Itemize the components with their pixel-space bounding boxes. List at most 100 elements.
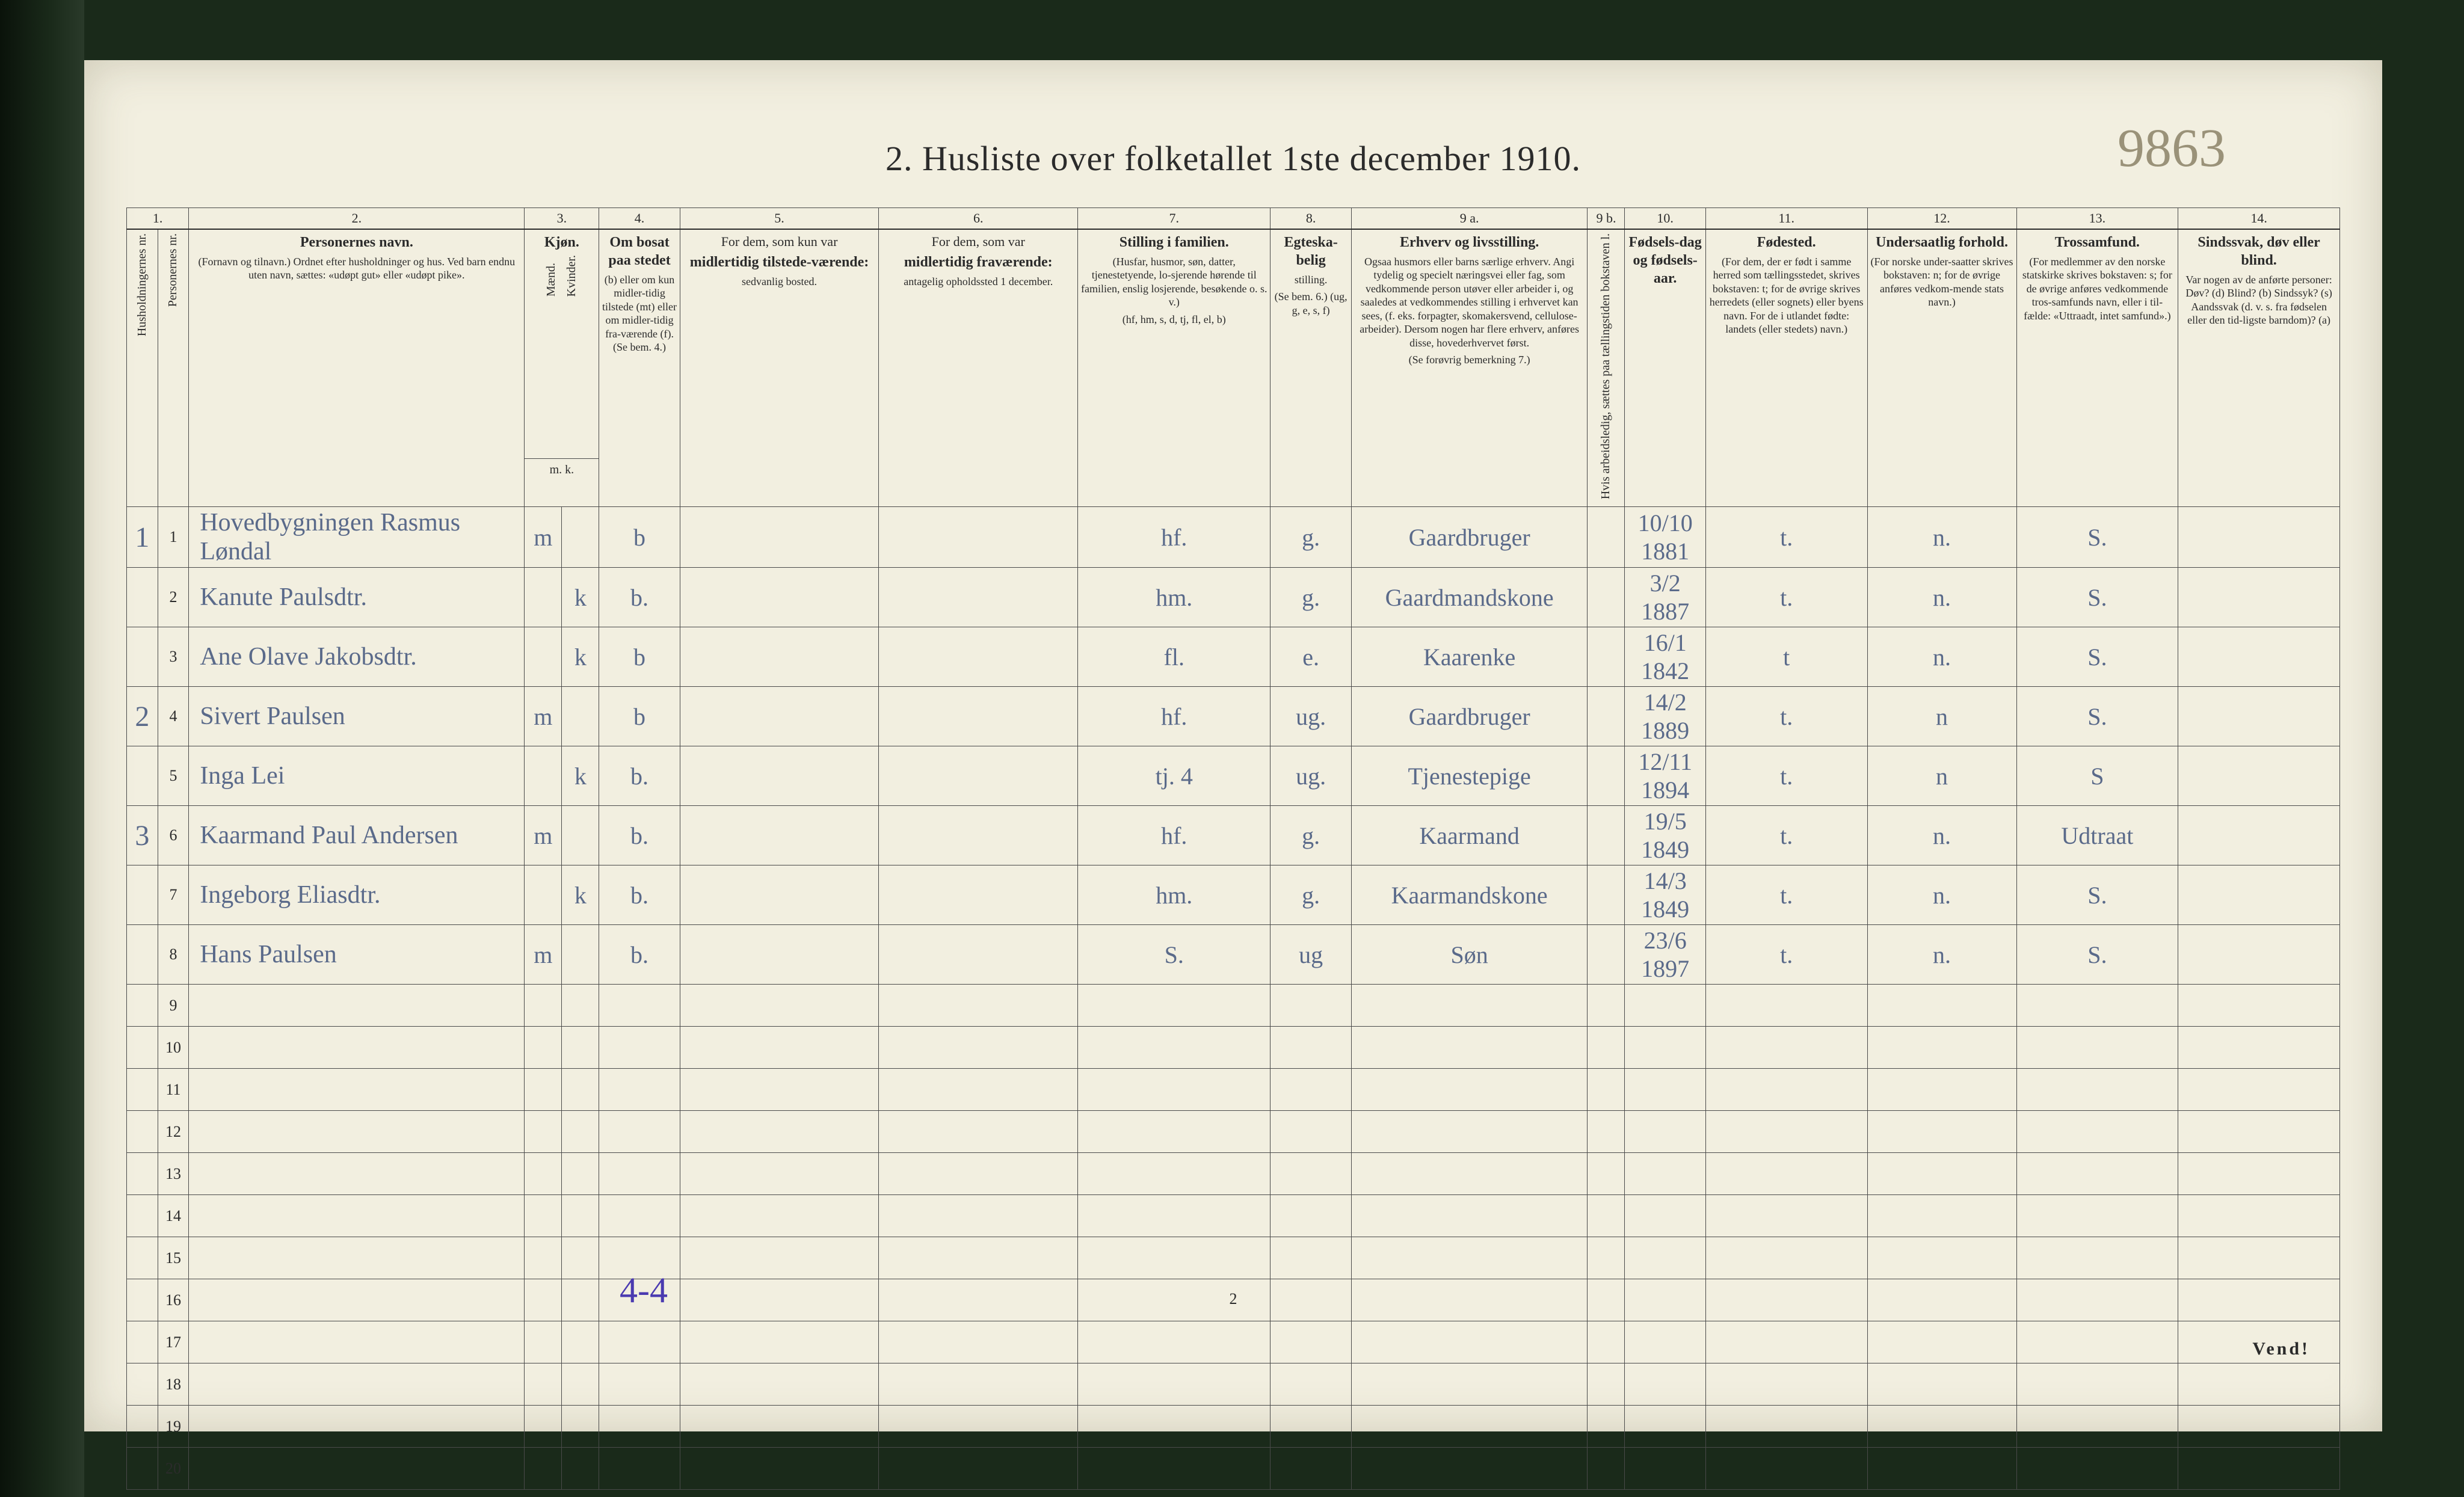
cell-dob: 14/3 1849 — [1625, 865, 1705, 925]
cell-egt: ug. — [1270, 746, 1351, 806]
hdr-col10-title: Fødsels-dag og fødsels-aar. — [1628, 235, 1701, 286]
cell-fodested: t. — [1705, 507, 1867, 568]
hdr-col9b: Hvis arbeidsledig, sættes paa tællingsti… — [1588, 229, 1625, 507]
cell-under — [1867, 985, 2016, 1027]
cell-erhverv — [1351, 1448, 1588, 1490]
cell-erhverv — [1351, 1153, 1588, 1195]
cell-name: Inga Lei — [189, 746, 525, 806]
cell-bosat — [599, 985, 680, 1027]
cell-k — [562, 687, 599, 746]
cell-c14 — [2178, 865, 2340, 925]
cell-pn: 6 — [158, 806, 189, 865]
cell-c6 — [879, 925, 1078, 985]
cell-under: n. — [1867, 806, 2016, 865]
cell-c14 — [2178, 985, 2340, 1027]
cell-tros — [2016, 985, 2178, 1027]
cell-name — [189, 1406, 525, 1448]
cell-erhverv — [1351, 1363, 1588, 1406]
cell-erhverv — [1351, 1069, 1588, 1111]
cell-under: n. — [1867, 925, 2016, 985]
cell-stilling: S. — [1078, 925, 1270, 985]
cell-tros — [2016, 1111, 2178, 1153]
cell-stilling — [1078, 1237, 1270, 1279]
cell-egt: g. — [1270, 568, 1351, 627]
cell-bosat — [599, 1069, 680, 1111]
cell-c5 — [680, 568, 879, 627]
footer-page-number: 2 — [1230, 1290, 1237, 1308]
cell-name — [189, 1363, 525, 1406]
cell-dob: 14/2 1889 — [1625, 687, 1705, 746]
cell-c6 — [879, 1406, 1078, 1448]
cell-stilling — [1078, 985, 1270, 1027]
cell-stilling — [1078, 1195, 1270, 1237]
cell-m — [525, 1027, 562, 1069]
hdr-col6-title: For dem, som var — [932, 234, 1025, 249]
cell-c5 — [680, 507, 879, 568]
cell-stilling — [1078, 1111, 1270, 1153]
cell-name — [189, 1448, 525, 1490]
cell-m — [525, 1448, 562, 1490]
cell-m: m — [525, 925, 562, 985]
cell-c5 — [680, 1448, 879, 1490]
cell-c5 — [680, 1406, 879, 1448]
cell-c9b — [1588, 1153, 1625, 1195]
hdr-bosat-title: Om bosat paa stedet — [608, 235, 670, 268]
table-row: 11Hovedbygningen Rasmus Løndalmbhf.g.Gaa… — [127, 507, 2340, 568]
cell-hh — [127, 985, 158, 1027]
cell-dob — [1625, 1069, 1705, 1111]
cell-m — [525, 627, 562, 687]
cell-k: k — [562, 627, 599, 687]
cell-erhverv: Kaarenke — [1351, 627, 1588, 687]
cell-dob: 3/2 1887 — [1625, 568, 1705, 627]
cell-fodested: t. — [1705, 568, 1867, 627]
cell-under — [1867, 1069, 2016, 1111]
cell-stilling — [1078, 1321, 1270, 1363]
cell-c14 — [2178, 806, 2340, 865]
cell-erhverv — [1351, 1321, 1588, 1363]
cell-m — [525, 1195, 562, 1237]
cell-fodested: t. — [1705, 865, 1867, 925]
cell-egt: g. — [1270, 865, 1351, 925]
cell-name — [189, 1027, 525, 1069]
cell-k — [562, 1321, 599, 1363]
cell-fodested — [1705, 1406, 1867, 1448]
cell-c6 — [879, 507, 1078, 568]
cell-c5 — [680, 1195, 879, 1237]
hdr-col7-title: Stilling i familien. — [1120, 235, 1229, 250]
hdr-hh-nr: Husholdningernes nr. — [127, 229, 158, 507]
cell-c6 — [879, 1321, 1078, 1363]
cell-dob: 19/5 1849 — [1625, 806, 1705, 865]
cell-c5 — [680, 687, 879, 746]
cell-m — [525, 1406, 562, 1448]
cell-under — [1867, 1406, 2016, 1448]
cell-hh — [127, 568, 158, 627]
cell-c6 — [879, 1195, 1078, 1237]
cell-tros: S. — [2016, 568, 2178, 627]
cell-k — [562, 925, 599, 985]
cell-k — [562, 1153, 599, 1195]
hdr-col9a-sub: Ogsaa husmors eller barns særlige erhver… — [1354, 255, 1585, 350]
cell-fodested: t. — [1705, 806, 1867, 865]
colnum-8: 8. — [1270, 208, 1351, 229]
cell-dob: 23/6 1897 — [1625, 925, 1705, 985]
cell-bosat: b — [599, 507, 680, 568]
colnum-3: 3. — [525, 208, 599, 229]
cell-fodested — [1705, 985, 1867, 1027]
hdr-col7-sub: (Husfar, husmor, søn, datter, tjenestety… — [1080, 255, 1267, 309]
cell-egt: e. — [1270, 627, 1351, 687]
cell-k — [562, 507, 599, 568]
cell-fodested: t. — [1705, 687, 1867, 746]
cell-k — [562, 1027, 599, 1069]
cell-name: Ingeborg Eliasdtr. — [189, 865, 525, 925]
cell-pn: 9 — [158, 985, 189, 1027]
colnum-4: 4. — [599, 208, 680, 229]
cell-m — [525, 1237, 562, 1279]
cell-m — [525, 1279, 562, 1321]
cell-bosat: b. — [599, 746, 680, 806]
cell-tros: S. — [2016, 925, 2178, 985]
cell-m — [525, 985, 562, 1027]
colnum-6: 6. — [879, 208, 1078, 229]
cell-pn: 4 — [158, 687, 189, 746]
cell-c6 — [879, 746, 1078, 806]
cell-bosat — [599, 1195, 680, 1237]
